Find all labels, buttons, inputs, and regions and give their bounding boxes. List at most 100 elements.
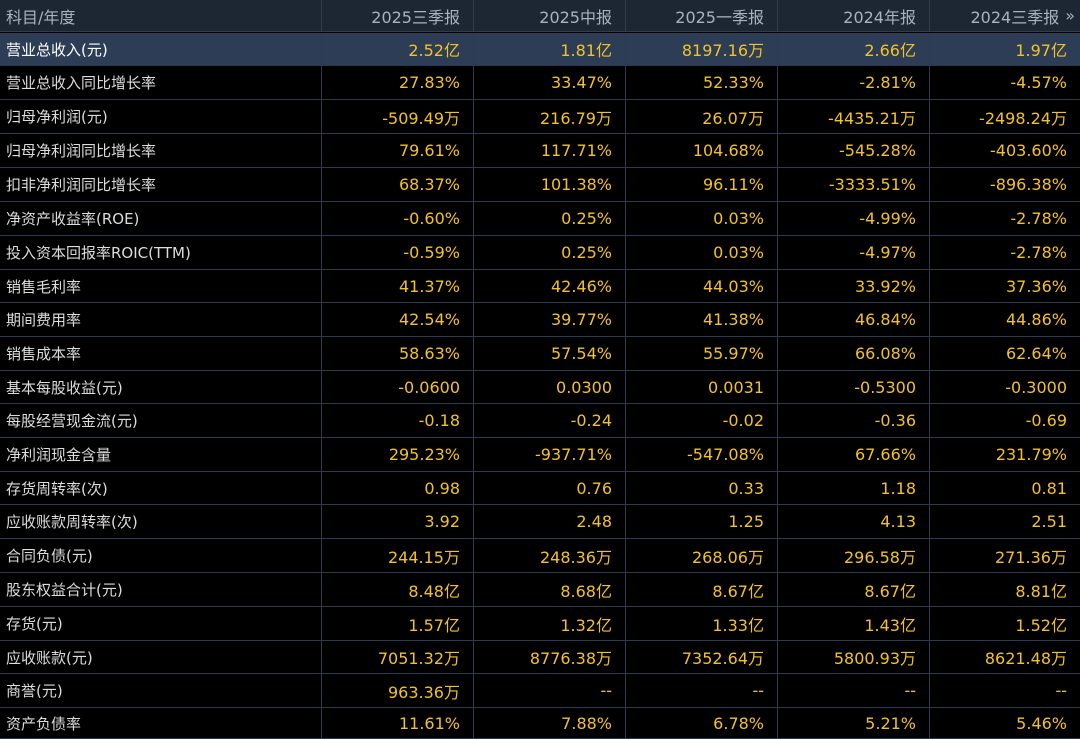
table-row[interactable]: 基本每股收益(元) -0.0600 0.0300 0.0031 -0.5300 -0.30… [0, 371, 1080, 404]
value-cell: 37.36% [930, 270, 1080, 303]
column-header-period[interactable]: 2025中报 [474, 0, 626, 32]
table-row[interactable]: 净资产收益率(ROE) -0.60% 0.25% 0.03% -4.99% -2.78% [0, 202, 1080, 236]
value-cell: -3333.51% [778, 168, 930, 202]
value-cell: 8.67亿 [626, 573, 778, 607]
value-cell: 11.61% [322, 708, 474, 739]
value-cell: 8.48亿 [322, 573, 474, 607]
value-cell: 2.51 [930, 505, 1080, 539]
table-row[interactable]: 归母净利润同比增长率 79.61% 117.71% 104.68% -545.28% -4… [0, 134, 1080, 168]
value-cell: 79.61% [322, 134, 474, 168]
value-cell: 8621.48万 [930, 641, 1080, 674]
value-cell: -403.60% [930, 134, 1080, 168]
row-label: 股东权益合计(元) [0, 573, 322, 607]
value-cell: -545.28% [778, 134, 930, 168]
column-header-period[interactable]: 2025一季报 [626, 0, 778, 32]
value-cell: 8776.38万 [474, 641, 626, 674]
value-cell: -0.18 [322, 404, 474, 438]
value-cell: -0.5300 [778, 371, 930, 404]
column-header-period[interactable]: 2024年报 [778, 0, 930, 32]
value-cell: 67.66% [778, 438, 930, 472]
value-cell: 0.33 [626, 472, 778, 505]
value-cell: 5.21% [778, 708, 930, 739]
value-cell: -0.02 [626, 404, 778, 438]
table-row[interactable]: 股东权益合计(元) 8.48亿 8.68亿 8.67亿 8.67亿 8.81亿 [0, 573, 1080, 607]
table-row[interactable]: 营业总收入(元) 2.52亿 1.81亿 8197.16万 2.66亿 1.97亿 [0, 33, 1080, 66]
value-cell: 68.37% [322, 168, 474, 202]
value-cell: -0.0600 [322, 371, 474, 404]
value-cell: -4435.21万 [778, 100, 930, 134]
table-row[interactable]: 合同负债(元) 244.15万 248.36万 268.06万 296.58万 271.3… [0, 539, 1080, 573]
value-cell: 6.78% [626, 708, 778, 739]
value-cell: -- [778, 674, 930, 708]
value-cell: 296.58万 [778, 539, 930, 573]
value-cell: 271.36万 [930, 539, 1080, 573]
value-cell: 2.66亿 [778, 33, 930, 66]
table-row[interactable]: 扣非净利润同比增长率 68.37% 101.38% 96.11% -3333.51% -8… [0, 168, 1080, 202]
value-cell: -2.78% [930, 202, 1080, 236]
row-label: 扣非净利润同比增长率 [0, 168, 322, 202]
value-cell: 2.48 [474, 505, 626, 539]
value-cell: 7352.64万 [626, 641, 778, 674]
row-label: 资产负债率 [0, 708, 322, 739]
value-cell: -0.3000 [930, 371, 1080, 404]
value-cell: 0.0031 [626, 371, 778, 404]
table-row[interactable]: 营业总收入同比增长率 27.83% 33.47% 52.33% -2.81% -4.57% [0, 66, 1080, 100]
value-cell: 1.32亿 [474, 607, 626, 641]
table-row[interactable]: 应收账款周转率(次) 3.92 2.48 1.25 4.13 2.51 [0, 505, 1080, 539]
value-cell: 26.07万 [626, 100, 778, 134]
value-cell: -0.59% [322, 236, 474, 270]
table-row[interactable]: 销售毛利率 41.37% 42.46% 44.03% 33.92% 37.36% [0, 270, 1080, 303]
table-row[interactable]: 每股经营现金流(元) -0.18 -0.24 -0.02 -0.36 -0.69 [0, 404, 1080, 438]
value-cell: -- [626, 674, 778, 708]
row-label: 存货(元) [0, 607, 322, 641]
row-label: 投入资本回报率ROIC(TTM) [0, 236, 322, 270]
value-cell: 963.36万 [322, 674, 474, 708]
value-cell: 248.36万 [474, 539, 626, 573]
column-header-subject[interactable]: 科目/年度 [0, 0, 322, 32]
table-row[interactable]: 投入资本回报率ROIC(TTM) -0.59% 0.25% 0.03% -4.97% -2… [0, 236, 1080, 270]
value-cell: -- [930, 674, 1080, 708]
value-cell: 62.64% [930, 337, 1080, 371]
column-header-period[interactable]: 2025三季报 [322, 0, 474, 32]
value-cell: -0.60% [322, 202, 474, 236]
value-cell: 39.77% [474, 303, 626, 337]
value-cell: 57.54% [474, 337, 626, 371]
row-label: 销售毛利率 [0, 270, 322, 303]
value-cell: 244.15万 [322, 539, 474, 573]
value-cell: 1.97亿 [930, 33, 1080, 66]
value-cell: 33.47% [474, 66, 626, 100]
row-label: 营业总收入(元) [0, 33, 322, 66]
table-row[interactable]: 存货周转率(次) 0.98 0.76 0.33 1.18 0.81 [0, 472, 1080, 505]
double-chevron-right-icon[interactable]: ›› [1065, 6, 1075, 25]
table-row[interactable]: 销售成本率 58.63% 57.54% 55.97% 66.08% 62.64% [0, 337, 1080, 371]
value-cell: 0.81 [930, 472, 1080, 505]
value-cell: 1.33亿 [626, 607, 778, 641]
value-cell: -0.24 [474, 404, 626, 438]
row-label: 净利润现金含量 [0, 438, 322, 472]
row-label: 净资产收益率(ROE) [0, 202, 322, 236]
value-cell: 96.11% [626, 168, 778, 202]
value-cell: 8.67亿 [778, 573, 930, 607]
value-cell: 101.38% [474, 168, 626, 202]
table-row[interactable]: 存货(元) 1.57亿 1.32亿 1.33亿 1.43亿 1.52亿 [0, 607, 1080, 641]
table-row[interactable]: 资产负债率 11.61% 7.88% 6.78% 5.21% 5.46% [0, 708, 1080, 739]
value-cell: 1.52亿 [930, 607, 1080, 641]
value-cell: -- [474, 674, 626, 708]
table-row[interactable]: 净利润现金含量 295.23% -937.71% -547.08% 67.66% 231.… [0, 438, 1080, 472]
table-row[interactable]: 应收账款(元) 7051.32万 8776.38万 7352.64万 5800.93万 8… [0, 641, 1080, 674]
value-cell: -509.49万 [322, 100, 474, 134]
value-cell: 295.23% [322, 438, 474, 472]
value-cell: 117.71% [474, 134, 626, 168]
row-label: 归母净利润同比增长率 [0, 134, 322, 168]
value-cell: 7.88% [474, 708, 626, 739]
value-cell: 0.98 [322, 472, 474, 505]
value-cell: 1.43亿 [778, 607, 930, 641]
table-row[interactable]: 归母净利润(元) -509.49万 216.79万 26.07万 -4435.21万 -2… [0, 100, 1080, 134]
value-cell: 104.68% [626, 134, 778, 168]
value-cell: 0.03% [626, 236, 778, 270]
table-row[interactable]: 商誉(元) 963.36万 -- -- -- -- [0, 674, 1080, 708]
value-cell: 46.84% [778, 303, 930, 337]
table-row[interactable]: 期间费用率 42.54% 39.77% 41.38% 46.84% 44.86% [0, 303, 1080, 337]
value-cell: -0.69 [930, 404, 1080, 438]
column-header-period-last[interactable]: 2024三季报 ›› [930, 0, 1080, 32]
